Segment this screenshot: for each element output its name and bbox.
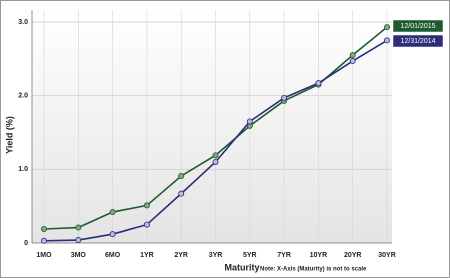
marker: [143, 221, 150, 228]
marker: [143, 202, 150, 209]
x-tick-label: 1MO: [36, 252, 52, 259]
x-tick-label: 3YR: [209, 252, 223, 259]
marker: [109, 231, 116, 238]
x-tick-label: 2YR: [174, 252, 188, 259]
x-tick-label: 30YR: [378, 252, 396, 259]
x-axis-title: Maturity: [224, 262, 259, 272]
marker: [41, 237, 48, 244]
x-tick-label: 20YR: [344, 252, 362, 259]
marker: [109, 209, 116, 216]
marker: [75, 237, 82, 244]
marker: [349, 52, 356, 59]
x-tick-label: 1YR: [140, 252, 154, 259]
plot-area: [32, 10, 392, 243]
marker: [383, 37, 390, 44]
axis-note: Note: X-Axis (Maturity) is not to scale: [260, 267, 367, 273]
legend-box: [392, 34, 444, 48]
legend-label: 12/01/2015: [400, 23, 435, 30]
x-tick-label: 10YR: [310, 252, 328, 259]
y-tick-label: 1.0: [18, 166, 28, 173]
marker: [315, 80, 322, 87]
marker: [281, 94, 288, 101]
y-tick-label: 0: [24, 240, 28, 247]
x-tick-label: 3MO: [71, 252, 87, 259]
x-tick-label: 7YR: [277, 252, 291, 259]
marker: [383, 24, 390, 31]
marker: [178, 172, 185, 179]
y-tick-label: 3.0: [18, 19, 28, 26]
y-tick-label: 2.0: [18, 93, 28, 100]
y-axis-title: Yield (%): [4, 116, 14, 154]
marker: [75, 224, 82, 231]
legend-box: [392, 19, 444, 33]
marker: [212, 152, 219, 159]
marker: [246, 118, 253, 125]
legend-label: 12/31/2014: [400, 38, 435, 45]
marker: [212, 158, 219, 165]
marker: [349, 58, 356, 65]
x-tick-label: 5YR: [243, 252, 257, 259]
x-tick-label: 6MO: [105, 252, 121, 259]
marker: [41, 226, 48, 233]
marker: [178, 190, 185, 197]
